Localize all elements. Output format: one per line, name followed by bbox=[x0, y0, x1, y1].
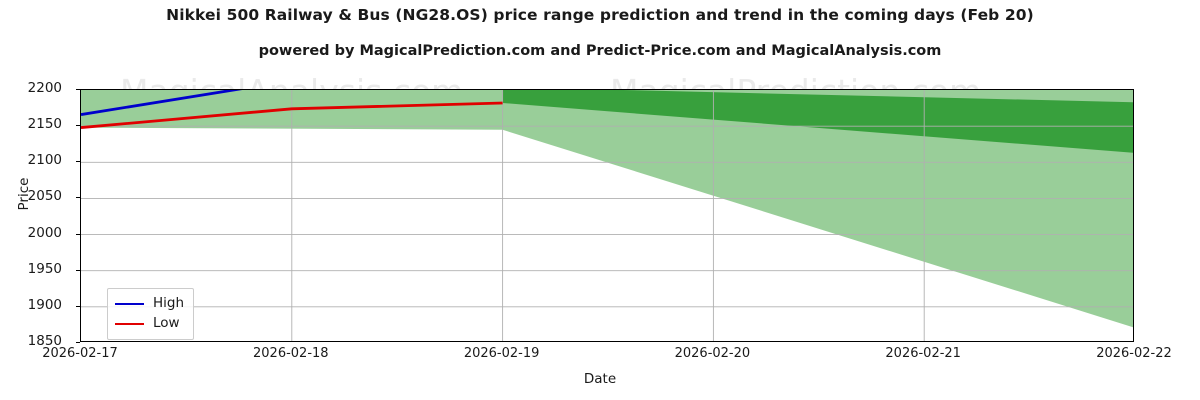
page-title: Nikkei 500 Railway & Bus (NG28.OS) price… bbox=[166, 6, 1034, 24]
y-tick-mark bbox=[76, 269, 80, 271]
chart-subtitle: powered by MagicalPrediction.com and Pre… bbox=[258, 43, 942, 59]
y-tick-label: 2200 bbox=[27, 80, 62, 96]
y-tick-label: 2100 bbox=[27, 152, 62, 169]
series-line-high bbox=[81, 90, 243, 116]
series-lines bbox=[81, 90, 503, 129]
x-axis-label: Date bbox=[583, 371, 617, 387]
series-line-low bbox=[81, 101, 503, 129]
range-bands bbox=[81, 90, 1133, 328]
y-tick-label: 2000 bbox=[27, 224, 62, 241]
x-tick-label: 2026-02-20 bbox=[674, 346, 751, 361]
y-tick-mark bbox=[76, 342, 80, 343]
y-tick-mark bbox=[76, 89, 80, 90]
gridlines bbox=[81, 90, 1133, 341]
y-tick-mark bbox=[76, 161, 80, 163]
outer-range-band bbox=[81, 90, 1133, 328]
x-tick-label: 2026-02-18 bbox=[253, 346, 329, 361]
chart-canvas bbox=[81, 90, 1133, 341]
y-tick-mark bbox=[76, 305, 80, 307]
y-tick-label: 1850 bbox=[27, 333, 62, 349]
legend-swatch-low bbox=[115, 323, 144, 325]
legend-swatch-high bbox=[115, 303, 144, 305]
legend-item-high: High bbox=[115, 294, 184, 314]
legend-label-high: High bbox=[153, 295, 185, 312]
legend-item-low: Low bbox=[115, 314, 184, 334]
y-tick-label: 1900 bbox=[27, 296, 62, 313]
legend-label-low: Low bbox=[153, 315, 180, 332]
y-tick-label: 1950 bbox=[27, 260, 62, 277]
y-tick-label: 2150 bbox=[27, 116, 62, 133]
inner-range-band bbox=[502, 90, 1133, 153]
x-tick-label: 2026-02-21 bbox=[885, 346, 961, 361]
y-axis-label: Price bbox=[16, 177, 32, 211]
y-tick-label: 2050 bbox=[27, 188, 62, 205]
chart-legend: High Low bbox=[107, 288, 195, 340]
x-tick-label: 2026-02-19 bbox=[463, 346, 540, 361]
y-tick-mark bbox=[76, 233, 80, 235]
x-tick-label: 2026-02-17 bbox=[42, 346, 118, 361]
y-tick-mark bbox=[76, 197, 80, 199]
plot-area bbox=[80, 89, 1134, 342]
x-tick-label: 2026-02-22 bbox=[1096, 346, 1172, 361]
y-tick-mark bbox=[76, 125, 80, 127]
